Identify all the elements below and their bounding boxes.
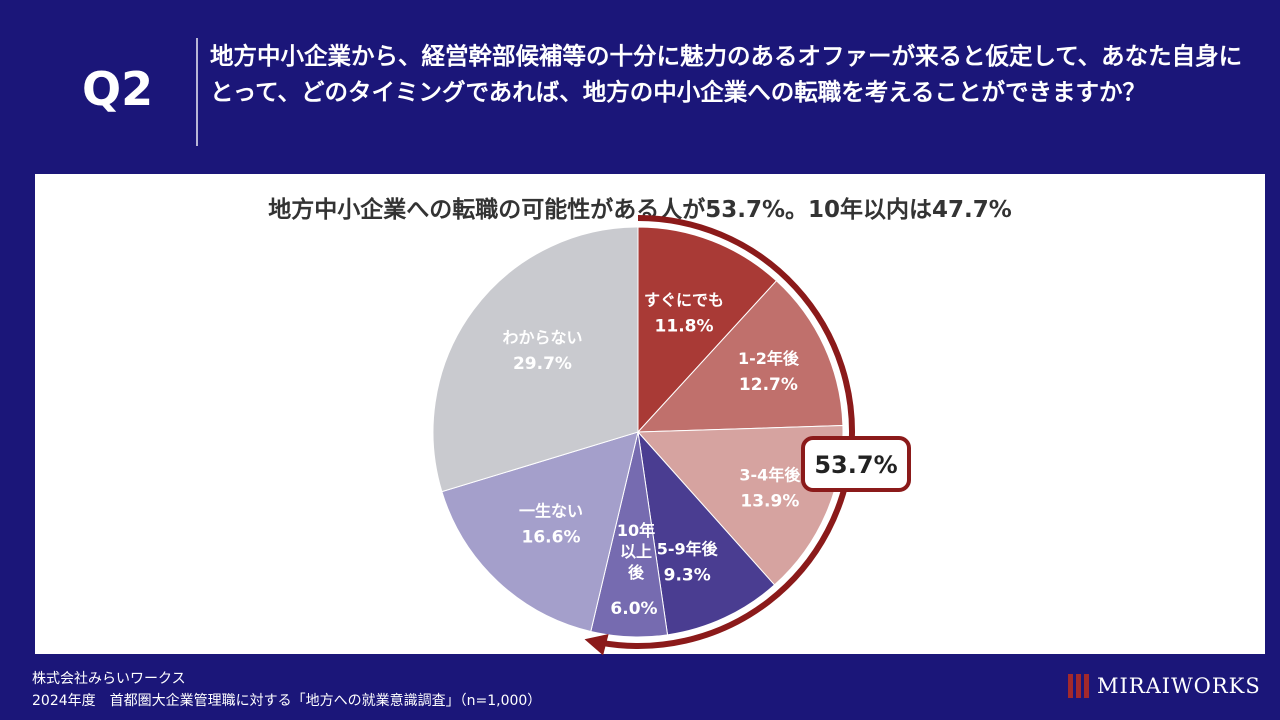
brand-name: MIRAIWORKS [1097, 674, 1261, 698]
slice-value: 6.0% [610, 599, 657, 619]
callout-value: 53.7% [814, 451, 897, 479]
slice-label: 10年 [617, 521, 655, 540]
pie-slice [637, 226, 778, 434]
slice-value: 29.7% [513, 354, 572, 374]
slice-value: 13.9% [740, 492, 799, 512]
pie-slice [637, 430, 776, 636]
slice-value: 16.6% [522, 528, 581, 548]
slice-label: 5-9年後 [657, 540, 719, 559]
slice-label: 後 [628, 563, 645, 582]
callout-box [801, 436, 911, 492]
brand-mark-icon [1068, 674, 1089, 698]
slice-label: 1-2年後 [738, 349, 800, 368]
slice-label: すぐにでも [644, 291, 724, 310]
source-note: 2024年度 首都圏大企業管理職に対する「地方への就業意識調査」（n=1,000… [32, 693, 542, 709]
header-divider [196, 38, 198, 146]
slice-label: 3-4年後 [739, 466, 801, 485]
slice-label: 一生ない [519, 502, 583, 521]
question-text: 地方中小企業から、経営幹部候補等の十分に魅力のあるオファーが来ると仮定して、あな… [210, 42, 1243, 106]
brand-logo: MIRAIWORKS [1068, 674, 1261, 698]
pie-slice [636, 280, 844, 433]
pie-slice [432, 226, 639, 493]
slice-value: 12.7% [739, 375, 798, 395]
pie-slice [441, 431, 639, 633]
question-number: Q2 [82, 62, 154, 116]
slice-value: 11.8% [655, 317, 714, 337]
slice-label: わからない [502, 328, 582, 347]
company-name: 株式会社みらいワークス [32, 671, 186, 687]
arrow-head [584, 634, 609, 656]
slice-value: 9.3% [664, 566, 711, 586]
slice-label: 以上 [620, 542, 652, 561]
